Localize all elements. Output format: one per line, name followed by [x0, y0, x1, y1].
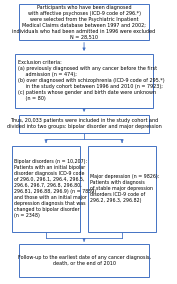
Text: Bipolar disorders (n = 10,207):
Patients with an initial bipolar
disorder diagno: Bipolar disorders (n = 10,207): Patients… — [14, 159, 96, 218]
FancyBboxPatch shape — [15, 54, 153, 108]
FancyBboxPatch shape — [19, 245, 149, 277]
Text: Major depression (n = 9826):
Patients with diagnosis
of stable major depression
: Major depression (n = 9826): Patients wi… — [90, 174, 159, 203]
FancyBboxPatch shape — [19, 5, 149, 40]
Text: Participants who have been diagnosed
with affective psychoses (ICD-9 code of 296: Participants who have been diagnosed wit… — [12, 5, 156, 39]
FancyBboxPatch shape — [88, 146, 156, 232]
Text: Follow-up to the earliest date of any cancer diagnosis,
death, or the end of 201: Follow-up to the earliest date of any ca… — [18, 255, 150, 266]
Text: Thus, 20,033 patients were included in the study cohort and
divided into two gro: Thus, 20,033 patients were included in t… — [7, 118, 161, 129]
FancyBboxPatch shape — [19, 114, 149, 133]
Text: Exclusion criteria:
(a) previously diagnosed with any cancer before the first
  : Exclusion criteria: (a) previously diagn… — [18, 60, 164, 101]
FancyBboxPatch shape — [12, 146, 80, 232]
